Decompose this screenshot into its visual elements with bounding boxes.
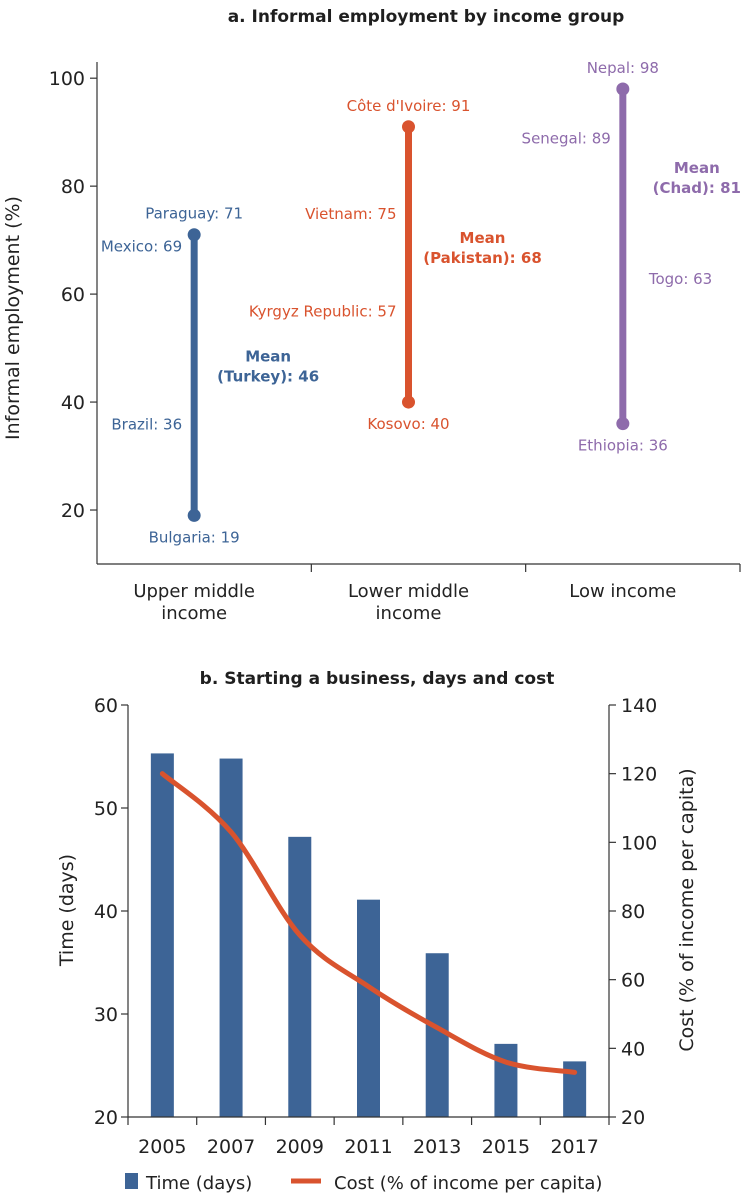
y2-tick-label: 120 [621, 764, 657, 786]
category-label: income [161, 603, 227, 624]
panel-b-legend: Time (days) Cost (% of income per capita… [125, 1173, 602, 1194]
panel-a-title: a. Informal employment by income group [228, 7, 625, 27]
panel-b: b. Starting a business, days and cost Ti… [56, 669, 698, 1194]
y-tick-label: 30 [94, 1004, 118, 1026]
mean-label: Mean [245, 348, 291, 366]
panel-b-line [159, 771, 578, 1075]
bar [563, 1061, 587, 1117]
x-tick-label: 2013 [413, 1136, 461, 1158]
y2-tick-label: 20 [621, 1107, 645, 1129]
mean-label: (Chad): 81 [653, 179, 741, 197]
y-tick-label: 20 [94, 1107, 118, 1129]
y-tick-label: 60 [61, 284, 85, 306]
y-tick-label: 80 [61, 176, 85, 198]
bar [357, 899, 380, 1117]
y2-tick-label: 60 [621, 970, 645, 992]
category-label: Lower middle [348, 581, 469, 602]
mean-label: (Turkey): 46 [217, 368, 319, 386]
category-label: income [376, 603, 442, 624]
point-label: Nepal: 98 [587, 59, 659, 77]
x-tick-label: 2007 [207, 1136, 255, 1158]
point-label: Ethiopia: 36 [578, 437, 668, 455]
y-tick-label: 60 [94, 695, 118, 717]
bar [425, 953, 449, 1117]
point-label: Senegal: 89 [522, 130, 611, 148]
legend-line-label: Cost (% of income per capita) [334, 1173, 602, 1194]
range-group: Paraguay: 71 Mexico: 69 Brazil: 36 Bulgaria… [101, 205, 319, 547]
panel-b-bars [150, 753, 587, 1117]
panel-b-title: b. Starting a business, days and cost [200, 669, 555, 689]
panel-a-ranges: Paraguay: 71 Mexico: 69 Brazil: 36 Bulgaria… [101, 59, 741, 546]
cost-line [159, 771, 578, 1075]
point-label: Kosovo: 40 [367, 415, 449, 433]
mean-label: Mean [674, 159, 720, 177]
panel-a: a. Informal employment by income group I… [2, 7, 741, 624]
y2-tick-label: 100 [621, 832, 657, 854]
x-tick-label: 2011 [344, 1136, 392, 1158]
bar [494, 1043, 518, 1117]
y2-tick-label: 80 [621, 901, 645, 923]
bar [150, 753, 174, 1117]
point-label: Paraguay: 71 [145, 205, 243, 223]
panel-a-axes [96, 62, 741, 572]
point-label: Mexico: 69 [101, 238, 182, 256]
legend-bar-swatch [125, 1173, 138, 1189]
range-max-dot [616, 82, 630, 96]
mean-label: Mean [460, 229, 506, 247]
mean-label: (Pakistan): 68 [423, 249, 542, 267]
range-min-dot [187, 508, 201, 522]
y-tick-label: 40 [94, 901, 118, 923]
category-label: Upper middle [133, 581, 255, 602]
point-label: Togo: 63 [648, 270, 712, 288]
bar [219, 758, 243, 1117]
x-tick-label: 2017 [550, 1136, 598, 1158]
point-label: Vietnam: 75 [305, 205, 396, 223]
x-tick-label: 2005 [138, 1136, 186, 1158]
range-max-dot [402, 120, 415, 134]
panel-a-y-ticks: 20 40 60 80 100 [49, 68, 97, 522]
point-label: Brazil: 36 [111, 416, 182, 434]
range-min-dot [402, 395, 415, 409]
y2-tick-label: 40 [621, 1038, 645, 1060]
y-tick-label: 20 [61, 500, 85, 522]
point-label: Bulgaria: 19 [149, 528, 240, 546]
point-label: Côte d'Ivoire: 91 [347, 97, 471, 115]
x-tick-label: 2015 [482, 1136, 530, 1158]
y-tick-label: 100 [49, 68, 85, 90]
y2-tick-label: 140 [621, 695, 657, 717]
panel-a-y-axis-label: Informal employment (%) [2, 196, 24, 440]
panel-b-ticks: 20 30 40 50 60 20 40 60 80 100 120 140 2005 2007 2009 2… [94, 695, 657, 1158]
category-label: Low income [569, 581, 676, 602]
range-min-dot [616, 417, 630, 431]
panel-b-y2-axis-label: Cost (% of income per capita) [676, 768, 698, 1051]
range-group: Côte d'Ivoire: 91 Vietnam: 75 Kyrgyz Repub… [249, 97, 542, 433]
y-tick-label: 50 [94, 798, 118, 820]
range-max-dot [187, 228, 201, 242]
point-label: Kyrgyz Republic: 57 [249, 302, 397, 320]
bar [288, 836, 312, 1117]
x-tick-label: 2009 [276, 1136, 324, 1158]
range-group: Nepal: 98 Senegal: 89 Togo: 63 Ethiopia: 36… [522, 59, 741, 455]
legend-bar-label: Time (days) [145, 1173, 252, 1194]
panel-b-y-axis-label: Time (days) [56, 854, 78, 967]
y-tick-label: 40 [61, 392, 85, 414]
